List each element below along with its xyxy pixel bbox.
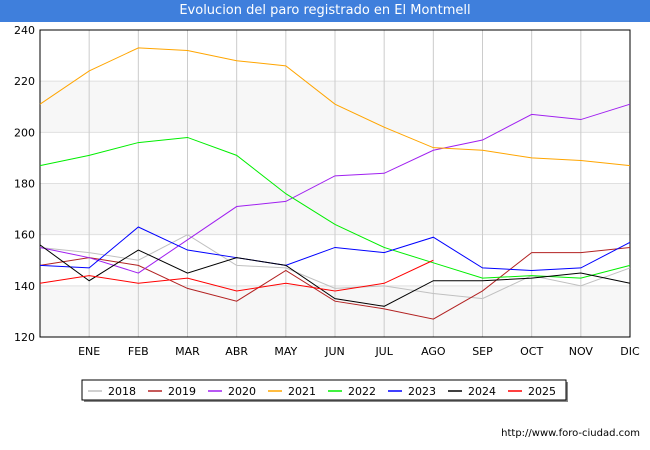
- x-tick-label: NOV: [569, 345, 594, 358]
- y-tick-label: 180: [14, 178, 35, 191]
- y-tick-label: 140: [14, 280, 35, 293]
- legend-label: 2021: [288, 385, 316, 398]
- chart-title: Evolucion del paro registrado en El Mont…: [0, 0, 650, 22]
- series-line-2020: [39, 103, 631, 274]
- legend-label: 2020: [228, 385, 256, 398]
- plot-frame: [39, 29, 631, 338]
- y-tick-label: 220: [14, 75, 35, 88]
- x-tick-label: JUN: [324, 345, 345, 358]
- legend-label: 2023: [408, 385, 436, 398]
- y-tick-label: 240: [14, 24, 35, 37]
- series-line-2022: [39, 136, 631, 279]
- source-link[interactable]: http://www.foro-ciudad.com: [501, 428, 640, 439]
- y-tick-label: 160: [14, 229, 35, 242]
- x-tick-label: SEP: [472, 345, 493, 358]
- series-line-2019: [39, 246, 631, 320]
- x-tick-label: OCT: [520, 345, 543, 358]
- legend-label: 2024: [468, 385, 496, 398]
- series-line-2024: [39, 244, 631, 307]
- x-tick-label: MAY: [274, 345, 297, 358]
- x-tick-label: DIC: [620, 345, 640, 358]
- x-tick-label: ENE: [78, 345, 100, 358]
- legend-label: 2018: [108, 385, 136, 398]
- x-tick-label: MAR: [175, 345, 200, 358]
- series-line-2021: [39, 47, 631, 167]
- series-line-2023: [39, 226, 631, 271]
- legend-label: 2019: [168, 385, 196, 398]
- legend-box: [81, 379, 567, 401]
- y-tick-label: 120: [14, 331, 35, 344]
- legend-label: 2022: [348, 385, 376, 398]
- x-tick-label: FEB: [128, 345, 149, 358]
- x-tick-label: ABR: [225, 345, 248, 358]
- y-tick-label: 200: [14, 126, 35, 139]
- x-tick-label: JUL: [374, 345, 393, 358]
- x-tick-label: AGO: [421, 345, 446, 358]
- legend-label: 2025: [528, 385, 556, 398]
- series-line-2025: [39, 259, 434, 292]
